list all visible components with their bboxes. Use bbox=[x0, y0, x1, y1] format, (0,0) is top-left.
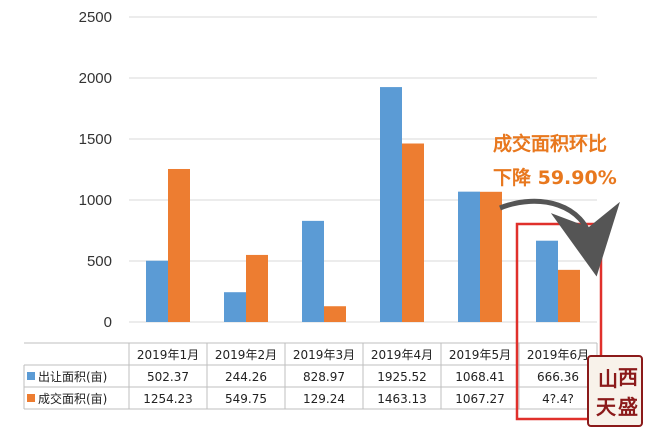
data-label: 244.26 bbox=[225, 370, 267, 384]
bar-series1 bbox=[302, 220, 324, 322]
annotation: 成交面积环比 下降 59.90% bbox=[493, 132, 620, 277]
seal-char-1: 山 bbox=[598, 367, 618, 391]
legend-label: 成交面积(亩) bbox=[38, 391, 107, 406]
category-label: 2019年3月 bbox=[293, 348, 355, 362]
seal-char-2: 西 bbox=[618, 365, 638, 389]
bar-series1 bbox=[458, 191, 480, 322]
data-label: 1068.41 bbox=[455, 370, 505, 384]
data-label: 4?.4? bbox=[542, 392, 574, 406]
category-label: 2019年5月 bbox=[449, 348, 511, 362]
data-label: 1254.23 bbox=[143, 392, 193, 406]
bar-series1 bbox=[380, 87, 402, 322]
bar-series2 bbox=[558, 269, 580, 322]
bar-series2 bbox=[480, 191, 502, 322]
y-tick-label: 1500 bbox=[79, 131, 112, 148]
annotation-arrow bbox=[499, 198, 620, 277]
legend-swatch bbox=[27, 394, 35, 402]
bar-series1 bbox=[536, 240, 558, 322]
category-label: 2019年2月 bbox=[215, 348, 277, 362]
seal-stamp: 山 西 天 盛 bbox=[587, 355, 643, 427]
gridlines bbox=[129, 16, 597, 323]
data-label: 1463.13 bbox=[377, 392, 427, 406]
bar-series1 bbox=[224, 292, 246, 322]
y-tick-label: 500 bbox=[87, 253, 112, 270]
data-label: 828.97 bbox=[303, 370, 345, 384]
data-label: 129.24 bbox=[303, 392, 345, 406]
y-axis: 0 500 1000 1500 2000 2500 bbox=[79, 9, 112, 331]
seal-char-4: 盛 bbox=[618, 395, 638, 419]
data-label: 666.36 bbox=[537, 370, 579, 384]
annotation-line1: 成交面积环比 bbox=[493, 132, 607, 155]
bar-series2 bbox=[324, 306, 346, 322]
y-tick-label: 1000 bbox=[79, 192, 112, 209]
data-label: 1067.27 bbox=[455, 392, 505, 406]
legend-label: 出让面积(亩) bbox=[38, 369, 107, 384]
data-label: 549.75 bbox=[225, 392, 267, 406]
data-table: 2019年1月 2019年2月 2019年3月 2019年4月 2019年5月 2019年… bbox=[23, 342, 598, 410]
bars bbox=[146, 87, 580, 322]
legend-swatch bbox=[27, 372, 35, 380]
y-tick-label: 0 bbox=[104, 314, 112, 331]
bar-series2 bbox=[168, 168, 190, 322]
bar-series1 bbox=[146, 260, 168, 322]
y-tick-label: 2000 bbox=[79, 70, 112, 87]
data-label: 1925.52 bbox=[377, 370, 427, 384]
data-label: 502.37 bbox=[147, 370, 189, 384]
category-label: 2019年1月 bbox=[137, 348, 199, 362]
annotation-line2: 下降 59.90% bbox=[493, 166, 617, 189]
category-label: 2019年6月 bbox=[527, 348, 589, 362]
category-label: 2019年4月 bbox=[371, 348, 433, 362]
bar-series2 bbox=[402, 143, 424, 322]
bar-series2 bbox=[246, 254, 268, 322]
seal-char-3: 天 bbox=[596, 395, 617, 419]
y-tick-label: 2500 bbox=[79, 9, 112, 26]
